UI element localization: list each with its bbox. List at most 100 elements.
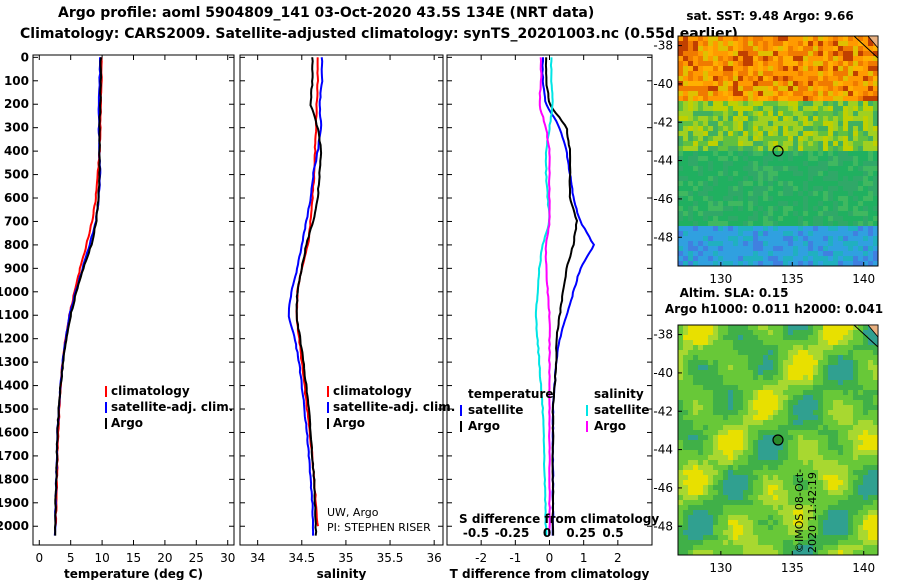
ytick-label: 700 (4, 214, 29, 228)
legend-label: Argo (594, 419, 626, 433)
xtick-label: 35 (338, 551, 353, 565)
legend-label: satellite-adj. clim. (333, 400, 455, 414)
xtick-label: 5 (67, 551, 75, 565)
map-ytick-label: -44 (653, 154, 673, 168)
x-axis-label: salinity (317, 567, 367, 580)
map-xtick-label: 135 (781, 561, 804, 575)
xtick-label: 2 (614, 551, 622, 565)
inner-tick-label: -0.5 (463, 526, 489, 540)
ytick-label: 1700 (0, 449, 29, 463)
map-xtick-label: 130 (709, 561, 732, 575)
xtick-label: -2 (475, 551, 487, 565)
legend-title: temperature (468, 387, 553, 401)
series-line-climatology (54, 57, 103, 527)
series-line-argo (53, 57, 103, 536)
xtick-label: 10 (94, 551, 109, 565)
xtick-label: 20 (157, 551, 172, 565)
ytick-label: 1300 (0, 355, 29, 369)
sla-map-title: Altim. SLA: 0.15 (680, 286, 789, 300)
sla-map-subtitle: Argo h1000: 0.011 h2000: 0.041 (665, 302, 883, 316)
map-xtick-label: 130 (709, 272, 732, 286)
xtick-label: 15 (126, 551, 141, 565)
map-xtick-label: 140 (852, 272, 875, 286)
pi-annotation: PI: STEPHEN RISER (327, 521, 431, 534)
ytick-label: 1400 (0, 379, 29, 393)
legend-label: Argo (468, 419, 500, 433)
ytick-label: 1100 (0, 308, 29, 322)
plot-frame-salinity (239, 54, 444, 546)
ytick-label: 400 (4, 144, 29, 158)
plot-frame-temperature (32, 54, 235, 546)
map-ytick-label: -44 (653, 443, 673, 457)
legend-label: satellite (468, 403, 523, 417)
coast-line (853, 35, 879, 59)
ytick-label: 100 (4, 74, 29, 88)
map-ytick-label: -40 (653, 77, 673, 91)
map-ytick-label: -38 (653, 39, 673, 53)
map-ytick-label: -42 (653, 115, 673, 129)
series-line-argo (295, 57, 323, 536)
legend-label: climatology (333, 384, 412, 398)
sst-map-frame (677, 35, 879, 267)
inner-tick-label: 0.25 (566, 526, 596, 540)
map-ytick-label: -46 (653, 192, 673, 206)
ytick-label: 2000 (0, 519, 29, 533)
inner-tick-label: 0.5 (602, 526, 623, 540)
header-line-1: Argo profile: aoml 5904809_141 03-Oct-20… (58, 5, 595, 21)
ytick-label: 0 (21, 50, 29, 64)
xtick-label: 34.5 (288, 551, 315, 565)
ytick-label: 900 (4, 261, 29, 275)
ytick-label: 1600 (0, 425, 29, 439)
inner-tick-label: 0 (543, 526, 551, 540)
inner-tick-label: -0.25 (495, 526, 530, 540)
map-ytick-label: -42 (653, 404, 673, 418)
legend-label: Argo (333, 416, 365, 430)
credit-stamp: ©IMOS 08-Oct-2020 11:42:19 (793, 468, 819, 553)
ytick-label: 800 (4, 238, 29, 252)
legend-label: satellite (594, 403, 649, 417)
map-xtick-label: 135 (781, 272, 804, 286)
ytick-label: 500 (4, 168, 29, 182)
xtick-label: 25 (189, 551, 204, 565)
legend-label: climatology (111, 384, 190, 398)
ytick-label: 300 (4, 121, 29, 135)
coast-line (853, 324, 879, 348)
ytick-label: 600 (4, 191, 29, 205)
ytick-label: 1500 (0, 402, 29, 416)
xtick-label: 35.5 (377, 551, 404, 565)
map-ytick-label: -48 (653, 519, 673, 533)
ytick-label: 1800 (0, 472, 29, 486)
ytick-label: 1900 (0, 496, 29, 510)
map-ytick-label: -48 (653, 230, 673, 244)
series-line-satellite-adj-clim- (53, 57, 102, 536)
ytick-label: 200 (4, 97, 29, 111)
xtick-label: 0 (546, 551, 554, 565)
xtick-label: 34 (250, 551, 265, 565)
series-line-argo (544, 57, 579, 536)
xtick-label: -1 (509, 551, 521, 565)
xtick-label: 36 (427, 551, 442, 565)
sst-map-field (678, 36, 878, 266)
series-line-climatology (295, 57, 320, 527)
land-patch (867, 324, 879, 339)
sst-map-title: sat. SST: 9.48 Argo: 9.66 (686, 9, 853, 23)
xtick-label: 30 (220, 551, 235, 565)
header-line-2: Climatology: CARS2009. Satellite-adjuste… (20, 26, 738, 42)
xtick-label: 0 (35, 551, 43, 565)
map-ytick-label: -38 (653, 328, 673, 342)
x-axis-label: T difference from climatology (450, 567, 650, 580)
sla-map-frame (677, 324, 879, 556)
map-ytick-label: -46 (653, 481, 673, 495)
inner-axis-label: S difference from climatology (459, 512, 659, 526)
xtick-label: 1 (580, 551, 588, 565)
float-position-marker (772, 434, 784, 446)
series-line-argo (538, 57, 551, 536)
land-patch (867, 35, 879, 50)
x-axis-label: temperature (deg C) (64, 567, 203, 580)
legend-title: salinity (594, 387, 644, 401)
float-position-marker (772, 145, 784, 157)
ytick-label: 1200 (0, 332, 29, 346)
map-xtick-label: 140 (852, 561, 875, 575)
sla-map-field (678, 325, 878, 555)
